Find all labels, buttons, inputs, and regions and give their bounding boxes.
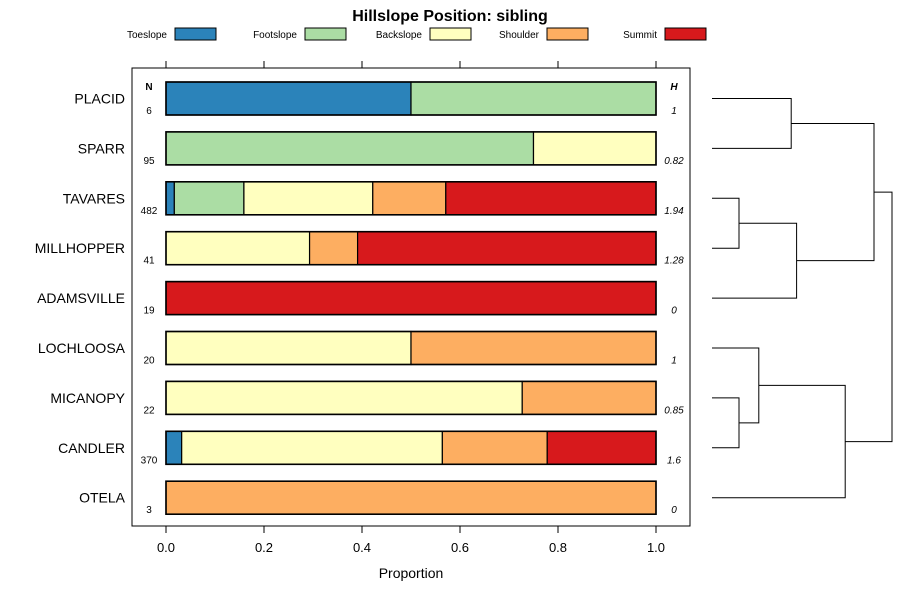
bar-segment-lochloosa-backslope — [165, 330, 412, 366]
dendrogram-branch-1 — [712, 397, 740, 449]
bar-segment-candler-backslope — [181, 430, 443, 465]
n-value-lochloosa: 20 — [143, 356, 155, 367]
h-value-lochloosa: 1 — [671, 356, 677, 367]
h-column-header: H — [670, 82, 678, 93]
n-value-micanopy: 22 — [143, 405, 155, 416]
dendrogram — [712, 98, 893, 499]
dendrogram-branch-5 — [712, 384, 846, 499]
x-tick-label-1: 0.2 — [255, 540, 273, 555]
row-label-tavares: TAVARES — [63, 190, 125, 206]
h-value-millhopper: 1.28 — [664, 256, 684, 267]
x-axis-title: Proportion — [379, 565, 444, 581]
row-label-placid: PLACID — [74, 91, 125, 107]
row-label-otela: OTELA — [79, 490, 126, 506]
bar-outline-placid — [165, 81, 657, 116]
bar-outline-micanopy — [165, 380, 657, 416]
x-tick-label-4: 0.8 — [549, 540, 567, 555]
bar-segment-candler-shoulder — [441, 430, 548, 465]
row-label-micanopy: MICANOPY — [50, 390, 125, 406]
x-tick-label-3: 0.6 — [451, 540, 469, 555]
bar-segment-sparr-backslope — [532, 131, 657, 166]
bar-segment-placid-toeslope — [165, 81, 412, 116]
h-value-candler: 1.6 — [667, 455, 681, 466]
bar-segment-otela-shoulder — [165, 480, 657, 515]
dendrogram-branch-6 — [791, 122, 875, 262]
bar-segment-tavares-summit — [445, 181, 657, 216]
row-labels: PLACID 6 1 SPARR 95 0.82 TAVARES 482 1.94 MILLHOP… — [35, 91, 684, 517]
dendrogram-branch-7 — [845, 191, 893, 443]
bar-segment-lochloosa-shoulder — [410, 330, 657, 366]
x-tick-label-0: 0.0 — [157, 540, 175, 555]
legend-swatch-toeslope — [174, 27, 217, 41]
bar-outline-millhopper — [165, 230, 657, 266]
bar-segment-tavares-backslope — [243, 181, 374, 216]
n-value-tavares: 482 — [141, 206, 158, 217]
h-value-otela: 0 — [671, 505, 677, 516]
dendrogram-branch-4 — [712, 222, 798, 299]
n-value-adamsville: 19 — [143, 306, 155, 317]
bar-segment-adamsville-summit — [165, 281, 657, 316]
bar-segment-candler-toeslope — [165, 430, 183, 465]
n-column-header: N — [145, 82, 152, 93]
row-label-candler: CANDLER — [58, 440, 125, 456]
bar-segment-tavares-shoulder — [372, 181, 447, 216]
legend-swatch-backslope — [429, 27, 472, 41]
bar-segment-placid-footslope — [410, 81, 657, 116]
legend-swatch-shoulder — [546, 27, 589, 41]
n-value-candler: 370 — [141, 455, 158, 466]
row-label-sparr: SPARR — [78, 140, 125, 156]
h-value-sparr: 0.82 — [664, 156, 684, 167]
row-label-lochloosa: LOCHLOOSA — [38, 340, 126, 356]
dendrogram-branch-3 — [712, 98, 792, 149]
legend-label-summit: Summit — [623, 30, 657, 41]
legend: Toeslope Footslope Backslope Shoulder Summit — [127, 27, 707, 41]
axes: 0.0 0.2 0.4 0.6 0.8 1.0 — [157, 61, 665, 555]
bar-outline-tavares — [165, 181, 657, 216]
legend-swatch-footslope — [304, 27, 347, 41]
n-value-millhopper: 41 — [143, 256, 155, 267]
bars-group — [165, 81, 657, 516]
x-tick-label-5: 1.0 — [647, 540, 665, 555]
legend-label-shoulder: Shoulder — [499, 30, 540, 41]
dendrogram-branch-2 — [712, 347, 760, 424]
bar-outline-candler — [165, 430, 657, 466]
row-label-millhopper: MILLHOPPER — [35, 240, 125, 256]
bar-segment-tavares-footslope — [173, 181, 245, 216]
bar-segment-sparr-footslope — [165, 131, 535, 166]
bar-segment-tavares-toeslope — [165, 181, 175, 216]
n-value-otela: 3 — [146, 505, 152, 516]
legend-label-toeslope: Toeslope — [127, 30, 167, 41]
n-value-placid: 6 — [146, 106, 152, 117]
dendrogram-branch-0 — [712, 197, 740, 249]
chart-title: Hillslope Position: sibling — [352, 8, 548, 25]
row-label-adamsville: ADAMSVILLE — [37, 290, 125, 306]
bar-outline-otela — [165, 480, 657, 516]
bar-outline-adamsville — [165, 280, 657, 316]
h-value-micanopy: 0.85 — [664, 405, 684, 416]
bar-segment-micanopy-backslope — [165, 380, 523, 415]
legend-label-backslope: Backslope — [376, 30, 423, 41]
bar-segment-millhopper-backslope — [165, 231, 311, 266]
bar-segment-candler-summit — [546, 430, 657, 465]
plot-frame — [131, 67, 691, 527]
x-tick-label-2: 0.4 — [353, 540, 371, 555]
legend-swatch-summit — [664, 27, 707, 41]
h-value-adamsville: 0 — [671, 306, 677, 317]
bar-segment-millhopper-summit — [356, 231, 657, 266]
h-value-tavares: 1.94 — [664, 206, 684, 217]
bar-segment-millhopper-shoulder — [308, 231, 359, 266]
bar-outline-sparr — [165, 131, 657, 166]
h-value-placid: 1 — [671, 106, 677, 117]
n-value-sparr: 95 — [143, 156, 155, 167]
bar-segment-micanopy-shoulder — [521, 380, 657, 415]
legend-label-footslope: Footslope — [253, 30, 297, 41]
bar-outline-lochloosa — [165, 330, 657, 366]
